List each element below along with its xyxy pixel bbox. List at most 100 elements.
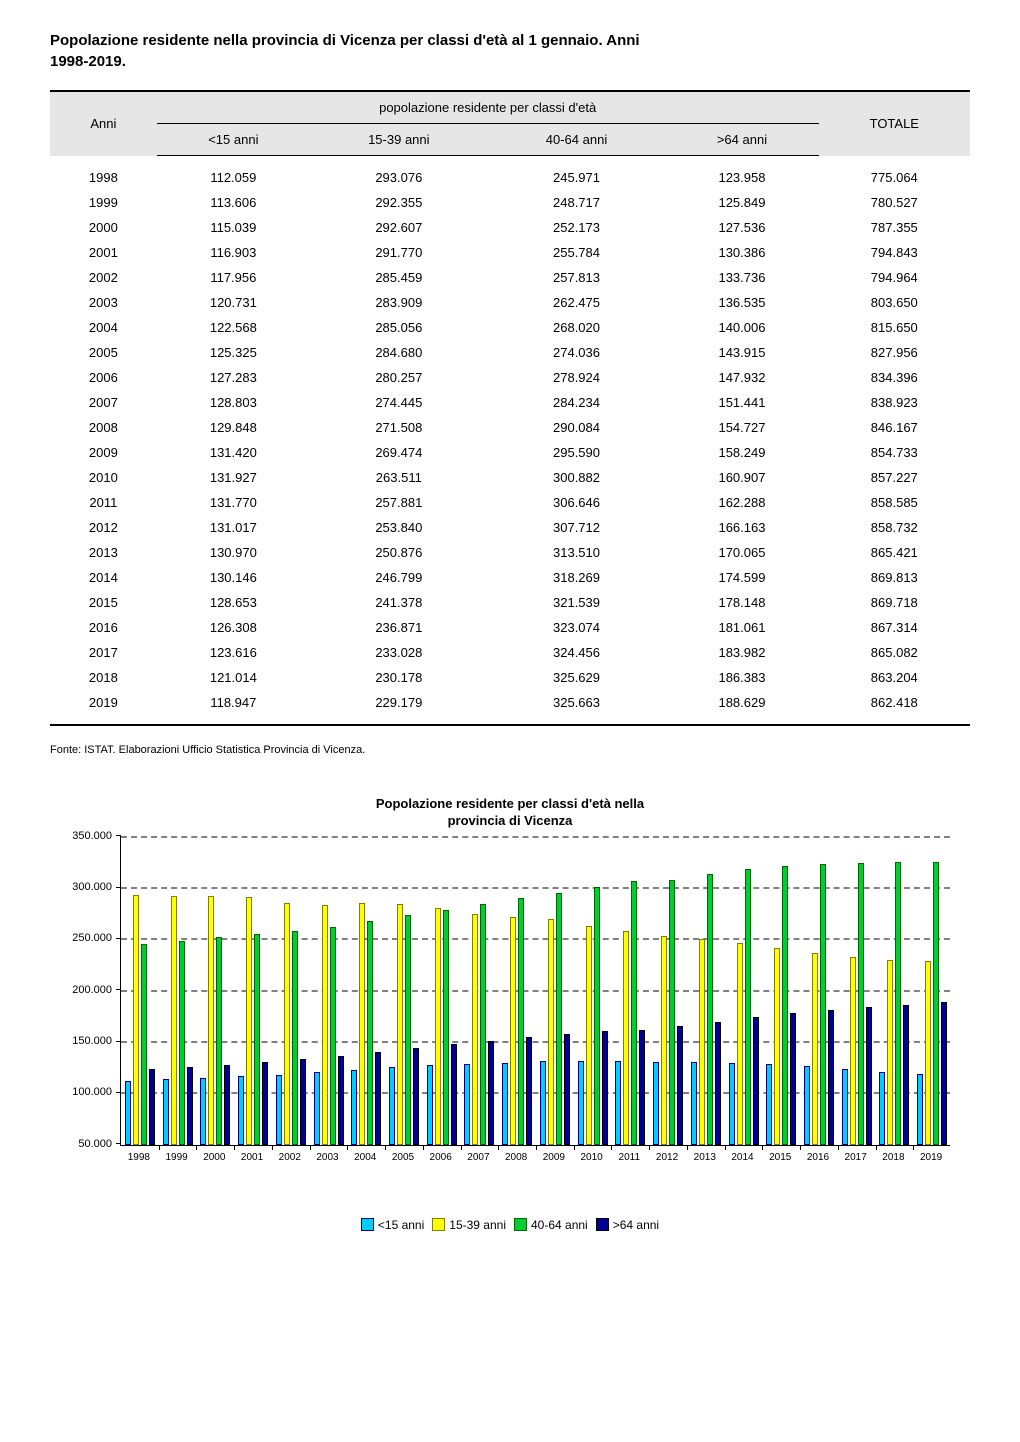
cell-value: 229.179 bbox=[310, 690, 488, 725]
table-row: 2005125.325284.680274.036143.915827.956 bbox=[50, 340, 970, 365]
cell-value: 292.355 bbox=[310, 190, 488, 215]
cell-value: 140.006 bbox=[665, 315, 818, 340]
bar bbox=[564, 1034, 570, 1145]
bar bbox=[766, 1064, 772, 1145]
cell-value: 253.840 bbox=[310, 515, 488, 540]
cell-value: 271.508 bbox=[310, 415, 488, 440]
table-row: 2012131.017253.840307.712166.163858.732 bbox=[50, 515, 970, 540]
cell-anno: 2014 bbox=[50, 565, 157, 590]
cell-totale: 858.585 bbox=[819, 490, 970, 515]
x-tick-label: 2019 bbox=[920, 1152, 942, 1163]
cell-value: 285.056 bbox=[310, 315, 488, 340]
bar bbox=[917, 1074, 923, 1145]
x-tick-label: 2018 bbox=[882, 1152, 904, 1163]
bar bbox=[187, 1067, 193, 1145]
cell-value: 325.663 bbox=[488, 690, 666, 725]
cell-value: 117.956 bbox=[157, 265, 310, 290]
y-tick-label: 50.000 bbox=[78, 1138, 112, 1150]
cell-value: 292.607 bbox=[310, 215, 488, 240]
cell-anno: 2005 bbox=[50, 340, 157, 365]
bar-group bbox=[615, 881, 645, 1144]
bar bbox=[375, 1052, 381, 1144]
bar-group bbox=[351, 903, 381, 1144]
legend-label: 15-39 anni bbox=[449, 1218, 506, 1232]
bar-group bbox=[238, 897, 268, 1145]
page-title: Popolazione residente nella provincia di… bbox=[50, 30, 970, 72]
x-tick bbox=[838, 1145, 839, 1150]
bar bbox=[828, 1010, 834, 1145]
population-table: Anni popolazione residente per classi d'… bbox=[50, 90, 970, 726]
x-tick bbox=[196, 1145, 197, 1150]
bar bbox=[707, 874, 713, 1145]
x-tick bbox=[800, 1145, 801, 1150]
x-tick bbox=[461, 1145, 462, 1150]
cell-totale: 865.421 bbox=[819, 540, 970, 565]
cell-totale: 857.227 bbox=[819, 465, 970, 490]
legend-label: <15 anni bbox=[378, 1218, 424, 1232]
cell-value: 162.288 bbox=[665, 490, 818, 515]
cell-anno: 2013 bbox=[50, 540, 157, 565]
bar-group bbox=[691, 874, 721, 1145]
x-tick-label: 2007 bbox=[467, 1152, 489, 1163]
cell-value: 278.924 bbox=[488, 365, 666, 390]
x-tick bbox=[423, 1145, 424, 1150]
chart-box: 50.000100.000150.000200.000250.000300.00… bbox=[50, 836, 970, 1196]
bar bbox=[284, 903, 290, 1145]
title-line-2: 1998-2019. bbox=[50, 53, 126, 70]
bar bbox=[782, 866, 788, 1145]
cell-totale: 869.813 bbox=[819, 565, 970, 590]
table-row: 2015128.653241.378321.539178.148869.718 bbox=[50, 590, 970, 615]
x-tick-label: 2004 bbox=[354, 1152, 376, 1163]
cell-value: 160.907 bbox=[665, 465, 818, 490]
bar-group bbox=[804, 864, 834, 1144]
x-tick-label: 2002 bbox=[279, 1152, 301, 1163]
table-row: 2000115.039292.607252.173127.536787.355 bbox=[50, 215, 970, 240]
bar bbox=[594, 887, 600, 1145]
bar bbox=[820, 864, 826, 1144]
cell-value: 158.249 bbox=[665, 440, 818, 465]
bar bbox=[472, 914, 478, 1144]
table-row: 2006127.283280.257278.924147.932834.396 bbox=[50, 365, 970, 390]
table-row: 2008129.848271.508290.084154.727846.167 bbox=[50, 415, 970, 440]
cell-value: 115.039 bbox=[157, 215, 310, 240]
x-tick bbox=[762, 1145, 763, 1150]
cell-value: 268.020 bbox=[488, 315, 666, 340]
bar bbox=[141, 944, 147, 1145]
cell-value: 112.059 bbox=[157, 156, 310, 191]
bar bbox=[262, 1062, 268, 1145]
bar bbox=[715, 1022, 721, 1145]
table-row: 2009131.420269.474295.590158.249854.733 bbox=[50, 440, 970, 465]
y-tick-label: 150.000 bbox=[72, 1035, 112, 1047]
bar bbox=[338, 1056, 344, 1145]
bar bbox=[246, 897, 252, 1145]
bar-group bbox=[427, 908, 457, 1144]
y-tick-label: 100.000 bbox=[72, 1086, 112, 1098]
cell-totale: 867.314 bbox=[819, 615, 970, 640]
bar bbox=[933, 862, 939, 1145]
table-row: 2019118.947229.179325.663188.629862.418 bbox=[50, 690, 970, 725]
bar bbox=[526, 1037, 532, 1145]
x-tick-label: 2006 bbox=[430, 1152, 452, 1163]
bar bbox=[866, 1007, 872, 1145]
cell-value: 269.474 bbox=[310, 440, 488, 465]
bar bbox=[602, 1031, 608, 1145]
cell-value: 130.386 bbox=[665, 240, 818, 265]
cell-value: 324.456 bbox=[488, 640, 666, 665]
table-row: 2014130.146246.799318.269174.599869.813 bbox=[50, 565, 970, 590]
bar bbox=[586, 926, 592, 1145]
cell-value: 136.535 bbox=[665, 290, 818, 315]
x-tick-label: 2000 bbox=[203, 1152, 225, 1163]
cell-value: 323.074 bbox=[488, 615, 666, 640]
cell-value: 300.882 bbox=[488, 465, 666, 490]
bar-group bbox=[578, 887, 608, 1145]
x-tick-label: 2014 bbox=[731, 1152, 753, 1163]
bar-group bbox=[540, 893, 570, 1145]
x-tick-label: 2005 bbox=[392, 1152, 414, 1163]
bar bbox=[879, 1072, 885, 1145]
bar bbox=[292, 931, 298, 1144]
plot-area bbox=[120, 836, 950, 1146]
cell-value: 325.629 bbox=[488, 665, 666, 690]
bar bbox=[179, 941, 185, 1145]
cell-value: 284.234 bbox=[488, 390, 666, 415]
cell-value: 306.646 bbox=[488, 490, 666, 515]
